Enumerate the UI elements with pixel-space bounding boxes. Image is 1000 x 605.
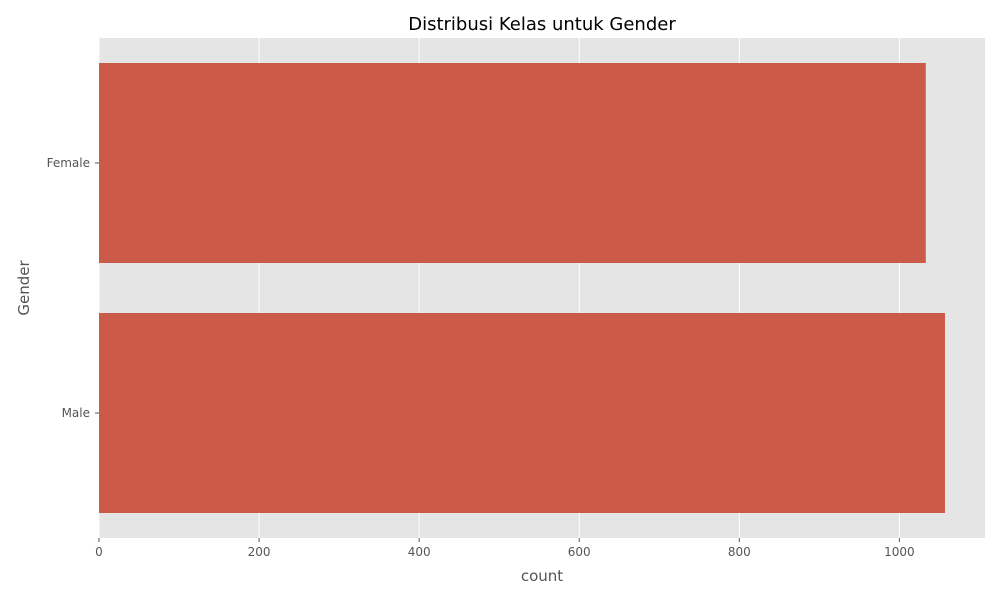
chart-title: Distribusi Kelas untuk Gender <box>408 14 676 35</box>
x-tick-label: 1000 <box>884 545 915 559</box>
y-tick-label: Female <box>47 156 90 170</box>
x-tick-label: 200 <box>248 545 271 559</box>
x-tick-label: 800 <box>728 545 751 559</box>
bars <box>99 63 945 513</box>
y-axis-ticks: Female Male <box>47 156 99 420</box>
bar-female <box>99 63 926 263</box>
x-tick-label: 600 <box>568 545 591 559</box>
x-tick-label: 0 <box>95 545 103 559</box>
y-axis-label: Gender <box>15 260 33 316</box>
y-tick-label: Male <box>62 406 90 420</box>
x-axis-ticks: 0 200 400 600 800 1000 <box>95 538 915 559</box>
bar-male <box>99 313 945 513</box>
x-tick-label: 400 <box>408 545 431 559</box>
x-axis-label: count <box>521 567 563 585</box>
